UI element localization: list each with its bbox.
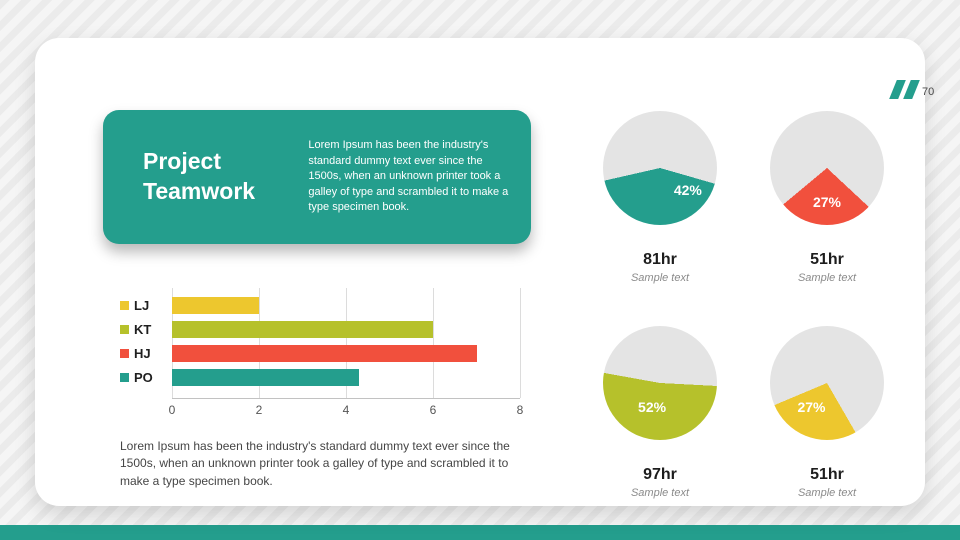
category-label: KT: [134, 322, 152, 337]
page-number: 70: [922, 86, 935, 98]
bar-gridlines: [172, 288, 521, 399]
pie-chart-block: 42% 81hr Sample text: [580, 111, 740, 284]
bar-rows: LJ KT HJ PO: [120, 297, 520, 386]
pie-chart-block: 52% 97hr Sample text: [580, 326, 740, 499]
gridline: [259, 288, 260, 398]
slide-title: Project Teamwork: [143, 148, 256, 204]
page-marker: 70: [889, 80, 935, 99]
pie-caption: Sample text: [797, 272, 857, 284]
bar-row: PO: [120, 369, 520, 386]
axis-tick-label: 8: [516, 403, 524, 417]
pie-caption: Sample text: [797, 487, 857, 499]
pie-caption: Sample text: [630, 272, 690, 284]
bar: [172, 297, 259, 314]
pie-chart: 27%: [770, 111, 884, 225]
body-paragraph: Lorem Ipsum has been the industry's stan…: [120, 439, 510, 488]
bar-track: [172, 345, 520, 362]
pie-chart: 42%: [603, 111, 717, 225]
pie-percentage-label: 52%: [638, 399, 667, 416]
pie-percentage-label: 42%: [673, 181, 702, 198]
pie-percentage-label: 27%: [797, 398, 826, 415]
title-card: Project Teamwork Lorem Ipsum has been th…: [103, 110, 531, 244]
legend-swatch-icon: [120, 301, 129, 310]
bar-track: [172, 321, 520, 338]
bottom-accent-strip: [0, 525, 960, 540]
axis-tick-label: 4: [342, 403, 350, 417]
legend-swatch-icon: [120, 373, 129, 382]
bar-row: LJ: [120, 297, 520, 314]
pie-hours-label: 81hr: [643, 251, 677, 268]
double-slash-icon: [889, 80, 920, 99]
bar: [172, 345, 477, 362]
pie-chart: 27%: [770, 326, 884, 440]
legend-item: PO: [120, 370, 172, 385]
pie-chart-block: 27% 51hr Sample text: [747, 326, 907, 499]
bar-row: KT: [120, 321, 520, 338]
category-label: HJ: [134, 346, 151, 361]
bar-track: [172, 297, 520, 314]
pie-chart-block: 27% 51hr Sample text: [747, 111, 907, 284]
title-description: Lorem Ipsum has been the industry's stan…: [308, 138, 509, 214]
x-axis-ticks: 0 2 4 6 8: [168, 403, 524, 421]
legend-item: KT: [120, 322, 172, 337]
gridline: [346, 288, 347, 398]
legend-swatch-icon: [120, 349, 129, 358]
axis-tick-label: 6: [429, 403, 437, 417]
bar: [172, 321, 433, 338]
bar-track: [172, 369, 520, 386]
legend-item: HJ: [120, 346, 172, 361]
content-card: 70 Project Teamwork Lorem Ipsum has been…: [35, 38, 934, 506]
pie-hours-label: 97hr: [643, 466, 677, 483]
pie-hours-label: 51hr: [810, 466, 844, 483]
pie-percentage-label: 27%: [812, 194, 842, 211]
bar-plot-area: LJ KT HJ PO: [120, 288, 521, 399]
legend-swatch-icon: [120, 325, 129, 334]
pie-chart: 52%: [603, 326, 717, 440]
axis-tick-label: 0: [168, 403, 176, 417]
category-label: LJ: [134, 298, 150, 313]
gridline: [433, 288, 434, 398]
pie-hours-label: 51hr: [810, 251, 844, 268]
gridline: [520, 288, 521, 398]
slash-icon: [903, 80, 920, 99]
legend-item: LJ: [120, 298, 172, 313]
bar-chart: LJ KT HJ PO 0 2 4 6 8: [120, 288, 524, 421]
bar: [172, 369, 360, 386]
bar-row: HJ: [120, 345, 520, 362]
axis-tick-label: 2: [255, 403, 263, 417]
gridline: [172, 288, 173, 398]
category-label: PO: [134, 370, 153, 385]
pie-caption: Sample text: [630, 487, 690, 499]
